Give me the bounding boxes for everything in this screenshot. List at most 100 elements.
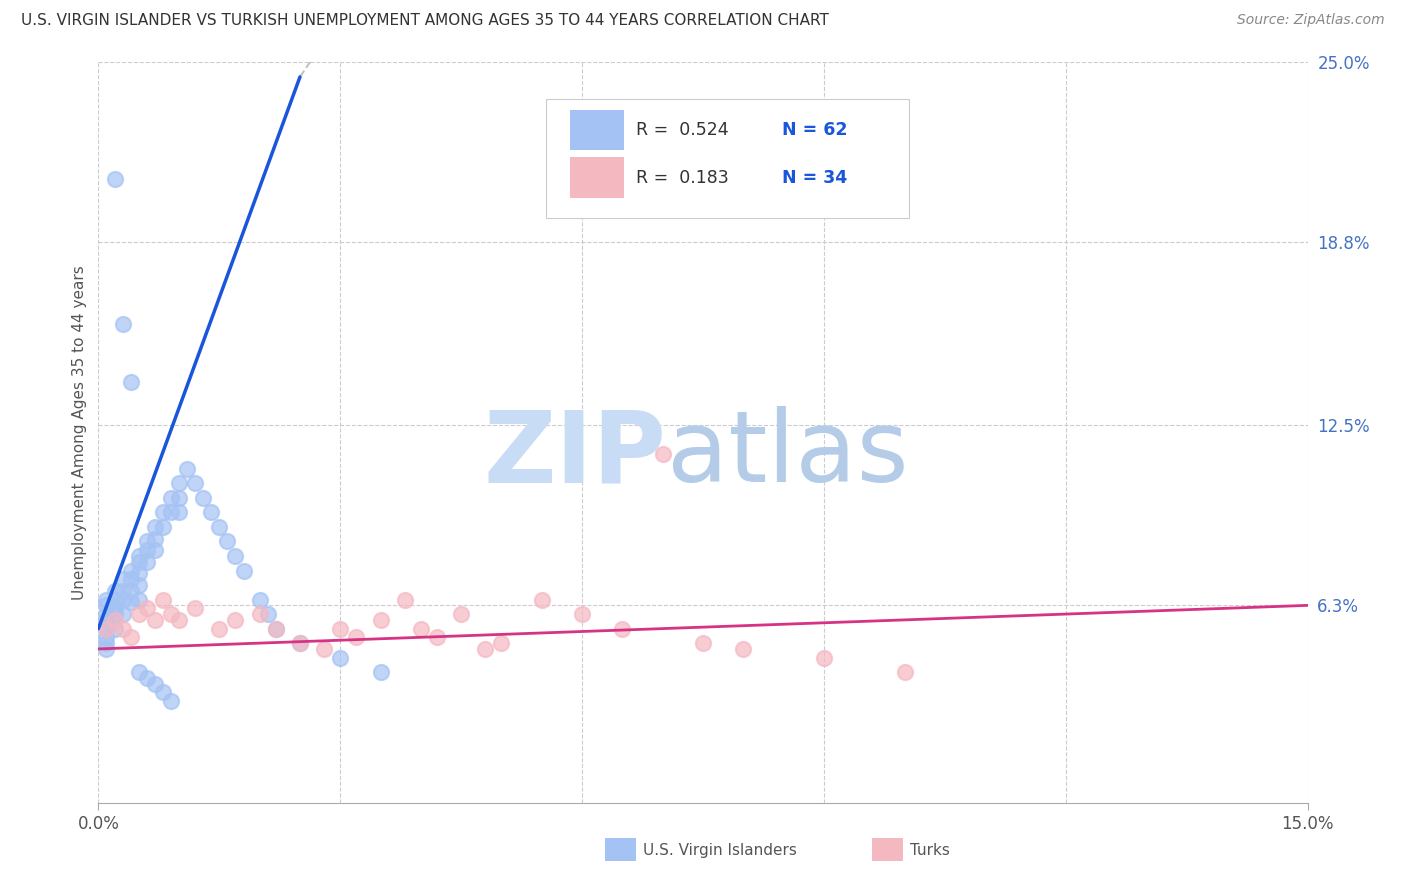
Point — [96, 622, 118, 636]
Point — [474, 641, 496, 656]
Point — [167, 491, 190, 505]
Point — [208, 520, 231, 534]
FancyBboxPatch shape — [569, 157, 624, 198]
Point — [135, 555, 157, 569]
Text: Turks: Turks — [910, 843, 949, 857]
Text: R =  0.524: R = 0.524 — [637, 121, 730, 139]
Point — [143, 613, 166, 627]
Point — [111, 607, 134, 621]
Point — [184, 601, 207, 615]
Text: R =  0.183: R = 0.183 — [637, 169, 730, 186]
Point — [135, 601, 157, 615]
Text: U.S. Virgin Islanders: U.S. Virgin Islanders — [643, 843, 796, 857]
Point — [813, 650, 835, 665]
Point — [224, 549, 246, 563]
Point — [344, 630, 367, 644]
Point — [135, 534, 157, 549]
Point — [103, 607, 125, 621]
Text: ZIP: ZIP — [484, 407, 666, 503]
Point — [176, 462, 198, 476]
Point — [143, 532, 166, 546]
Point — [103, 583, 125, 598]
Point — [96, 622, 118, 636]
Point — [893, 665, 915, 680]
Point — [120, 583, 142, 598]
Point — [111, 622, 134, 636]
Point — [96, 636, 118, 650]
Point — [96, 641, 118, 656]
Point — [288, 636, 311, 650]
Point — [571, 607, 593, 621]
Point — [193, 491, 215, 505]
Point — [160, 694, 183, 708]
Point — [224, 613, 246, 627]
Text: atlas: atlas — [666, 407, 908, 503]
Point — [103, 592, 125, 607]
Point — [160, 607, 183, 621]
Point — [217, 534, 239, 549]
Point — [135, 543, 157, 558]
Point — [128, 607, 150, 621]
Point — [103, 601, 125, 615]
Point — [733, 641, 755, 656]
Y-axis label: Unemployment Among Ages 35 to 44 years: Unemployment Among Ages 35 to 44 years — [72, 265, 87, 600]
Point — [143, 543, 166, 558]
Point — [152, 592, 174, 607]
Point — [370, 665, 392, 680]
Point — [111, 572, 134, 586]
Point — [256, 607, 278, 621]
Point — [111, 317, 134, 331]
Point — [128, 555, 150, 569]
Point — [200, 506, 222, 520]
Point — [111, 592, 134, 607]
Text: N = 34: N = 34 — [782, 169, 846, 186]
Point — [128, 665, 150, 680]
FancyBboxPatch shape — [546, 99, 908, 218]
Point — [160, 491, 183, 505]
Point — [96, 607, 118, 621]
Point — [103, 622, 125, 636]
Point — [128, 578, 150, 592]
Point — [96, 592, 118, 607]
Point — [96, 613, 118, 627]
Point — [120, 564, 142, 578]
Point — [249, 607, 271, 621]
Point — [651, 447, 673, 461]
Point — [370, 613, 392, 627]
Point — [128, 592, 150, 607]
Point — [96, 599, 118, 613]
Point — [167, 476, 190, 491]
Point — [394, 592, 416, 607]
Point — [409, 622, 432, 636]
Point — [160, 506, 183, 520]
Point — [103, 171, 125, 186]
Point — [103, 613, 125, 627]
Point — [249, 592, 271, 607]
Point — [208, 622, 231, 636]
Point — [143, 677, 166, 691]
Point — [426, 630, 449, 644]
Point — [128, 566, 150, 581]
Point — [96, 630, 118, 644]
Point — [184, 476, 207, 491]
Point — [491, 636, 513, 650]
Point — [692, 636, 714, 650]
FancyBboxPatch shape — [569, 110, 624, 151]
Point — [232, 564, 254, 578]
Point — [264, 622, 287, 636]
Point — [143, 520, 166, 534]
Point — [167, 613, 190, 627]
Point — [288, 636, 311, 650]
Point — [450, 607, 472, 621]
Point — [329, 650, 352, 665]
Text: N = 62: N = 62 — [782, 121, 846, 139]
Point — [167, 506, 190, 520]
Point — [120, 572, 142, 586]
Point — [128, 549, 150, 563]
Point — [264, 622, 287, 636]
Point — [120, 630, 142, 644]
Point — [120, 595, 142, 609]
Point — [329, 622, 352, 636]
Point — [314, 641, 336, 656]
Point — [612, 622, 634, 636]
